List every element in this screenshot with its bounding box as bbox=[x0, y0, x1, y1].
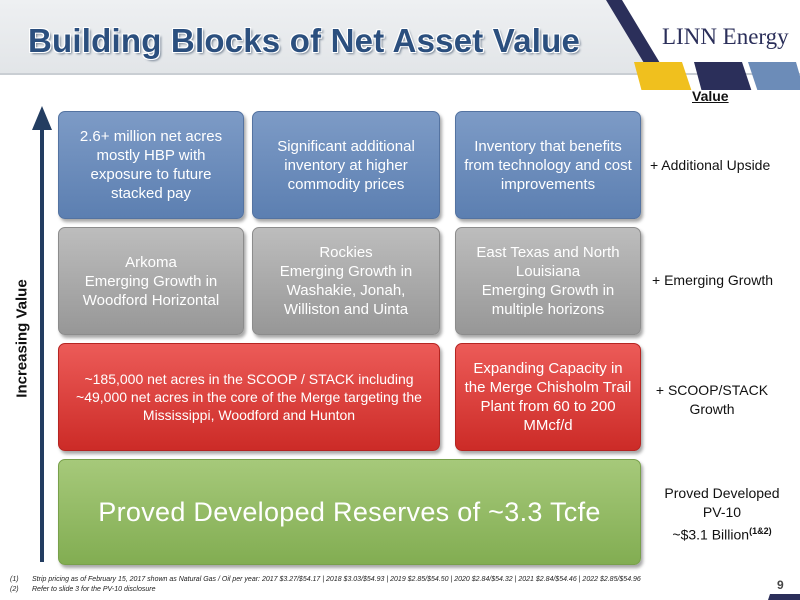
increasing-value-arrow bbox=[32, 106, 52, 562]
value-pv10: Proved Developed PV-10 ~$3.1 Billion(1&2… bbox=[664, 485, 780, 543]
logo-panel-shapes bbox=[606, 0, 800, 90]
page-number: 9 bbox=[777, 578, 784, 592]
block-merge-chisholm-plant: Expanding Capacity in the Merge Chisholm… bbox=[455, 343, 641, 451]
value-scoop-stack-growth: + SCOOP/STACK Growth bbox=[655, 382, 769, 417]
block-proved-developed-reserves: Proved Developed Reserves of ~3.3 Tcfe bbox=[58, 459, 641, 565]
block-arkoma: Arkoma Emerging Growth in Woodford Horizo… bbox=[58, 227, 244, 335]
block-rockies: Rockies Emerging Growth in Washakie, Jona… bbox=[252, 227, 440, 335]
block-scoop-stack: ~185,000 net acres in the SCOOP / STACK … bbox=[58, 343, 440, 451]
block-east-texas: East Texas and North Louisiana Emerging G… bbox=[455, 227, 641, 335]
header-divider bbox=[0, 73, 800, 75]
slide-title: Building Blocks of Net Asset Value bbox=[28, 22, 581, 59]
block-technology-inventory: Inventory that benefits from technology … bbox=[455, 111, 641, 219]
footnote-2: (2) Refer to slide 3 for the PV-10 disclo… bbox=[10, 586, 156, 593]
footnote-1: (1) Strip pricing as of February 15, 2017… bbox=[10, 576, 641, 583]
footnotes: (1) Strip pricing as of February 15, 2017… bbox=[10, 575, 641, 595]
block-additional-inventory: Significant additional inventory at high… bbox=[252, 111, 440, 219]
block-hbp-acres: 2.6+ million net acres mostly HBP with e… bbox=[58, 111, 244, 219]
linn-energy-logo: LINN Energy bbox=[662, 24, 789, 49]
value-additional-upside: + Additional Upside bbox=[650, 157, 771, 173]
value-emerging-growth: + Emerging Growth bbox=[652, 272, 773, 288]
value-column-heading: Value bbox=[692, 88, 729, 104]
